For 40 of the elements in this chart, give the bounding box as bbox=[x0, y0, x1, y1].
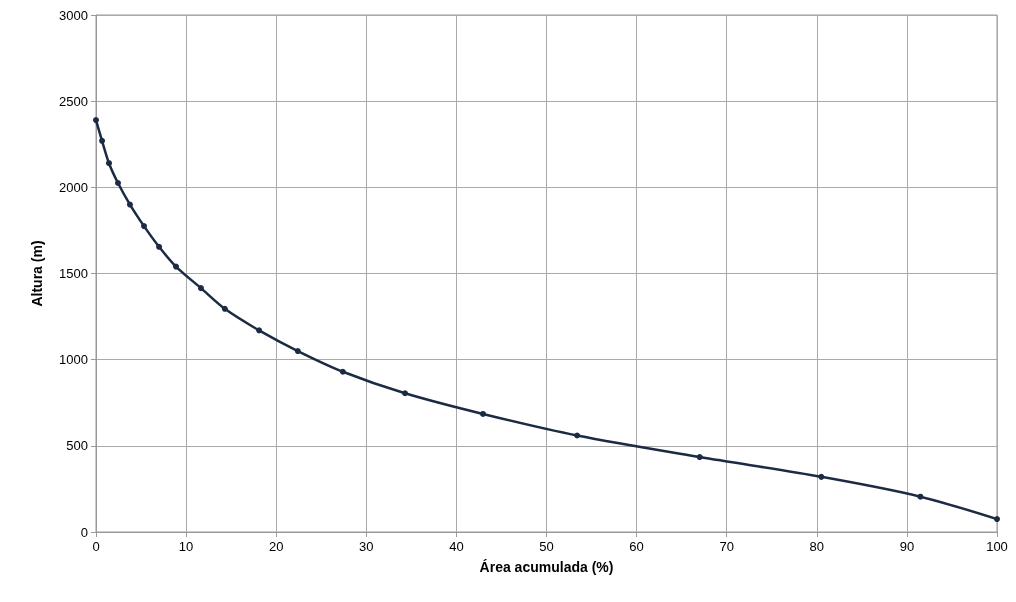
point bbox=[479, 410, 486, 417]
point bbox=[221, 305, 228, 312]
y-axis-title: Altura (m) bbox=[29, 240, 45, 307]
point bbox=[917, 493, 924, 500]
y-tick-label: 500 bbox=[66, 438, 88, 454]
point bbox=[126, 201, 133, 208]
y-tick-label: 2500 bbox=[59, 93, 88, 109]
point bbox=[339, 368, 346, 375]
y-tick-label: 2000 bbox=[59, 179, 88, 195]
point bbox=[105, 160, 112, 167]
y-tick-label: 3000 bbox=[59, 7, 88, 23]
x-tick-label: 100 bbox=[986, 539, 1008, 554]
x-tick-label: 90 bbox=[899, 539, 915, 554]
x-tick-label: 30 bbox=[359, 539, 374, 554]
point bbox=[402, 390, 409, 397]
point bbox=[294, 348, 301, 355]
x-tick-label: 40 bbox=[449, 539, 464, 554]
point bbox=[93, 117, 99, 124]
point bbox=[818, 473, 825, 480]
x-tick-label: 50 bbox=[539, 539, 554, 554]
point bbox=[156, 243, 163, 250]
x-tick-label: 60 bbox=[629, 539, 644, 554]
x-tick-label: 20 bbox=[268, 539, 284, 554]
point bbox=[256, 327, 263, 334]
point bbox=[99, 137, 106, 144]
x-tick-label: 0 bbox=[92, 539, 100, 554]
y-tick-label: 1000 bbox=[59, 352, 88, 368]
y-tick-label: 0 bbox=[80, 524, 88, 540]
point bbox=[994, 516, 1000, 523]
point bbox=[574, 432, 581, 439]
point bbox=[141, 223, 148, 230]
point bbox=[173, 263, 180, 270]
x-axis-title: Área acumulada (%) bbox=[479, 559, 614, 575]
point bbox=[114, 180, 121, 187]
x-tick-label: 80 bbox=[809, 539, 825, 554]
point bbox=[696, 454, 703, 461]
point bbox=[197, 285, 204, 292]
x-tick-label: 70 bbox=[719, 539, 734, 554]
x-tick-label: 10 bbox=[178, 539, 194, 554]
y-tick-label: 1500 bbox=[59, 266, 88, 281]
